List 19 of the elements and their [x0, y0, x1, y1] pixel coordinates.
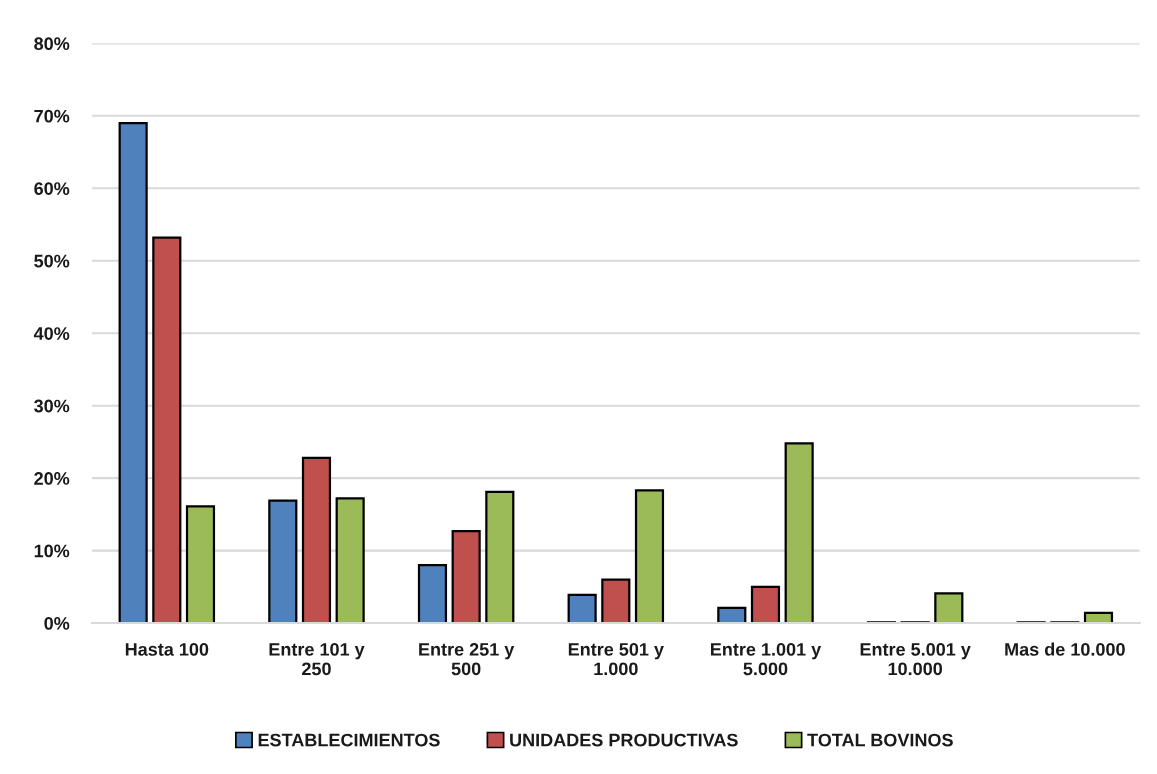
- x-tick-label: Hasta 100: [125, 642, 209, 656]
- y-tick-label: 50%: [34, 254, 70, 268]
- y-tick-label: 20%: [34, 472, 70, 485]
- y-tick-label: 0%: [44, 617, 70, 630]
- x-tick-label: Entre 1.001 y 5.000: [710, 642, 822, 676]
- y-tick-label: 80%: [34, 37, 70, 51]
- x-tick-label: Mas de 10.000: [1005, 642, 1125, 656]
- x-tick-label: Entre 5.001 y 10.000: [860, 642, 971, 676]
- x-tick-label: Entre 101 y 250: [269, 642, 365, 676]
- y-tick-label: 40%: [33, 327, 70, 340]
- x-tick-label: Entre 251 y 500: [419, 642, 515, 676]
- y-tick-label: 10%: [34, 544, 70, 558]
- legend-label: TOTAL BOVINOS: [807, 733, 953, 747]
- legend-label: ESTABLECIMIENTOS: [258, 733, 440, 747]
- y-tick-label: 30%: [34, 399, 70, 413]
- y-tick-label: 60%: [34, 182, 70, 195]
- x-tick-label: Entre 501 y 1.000: [568, 642, 664, 676]
- y-tick-label: 70%: [34, 109, 70, 123]
- legend-label: UNIDADES PRODUCTIVAS: [510, 733, 738, 747]
